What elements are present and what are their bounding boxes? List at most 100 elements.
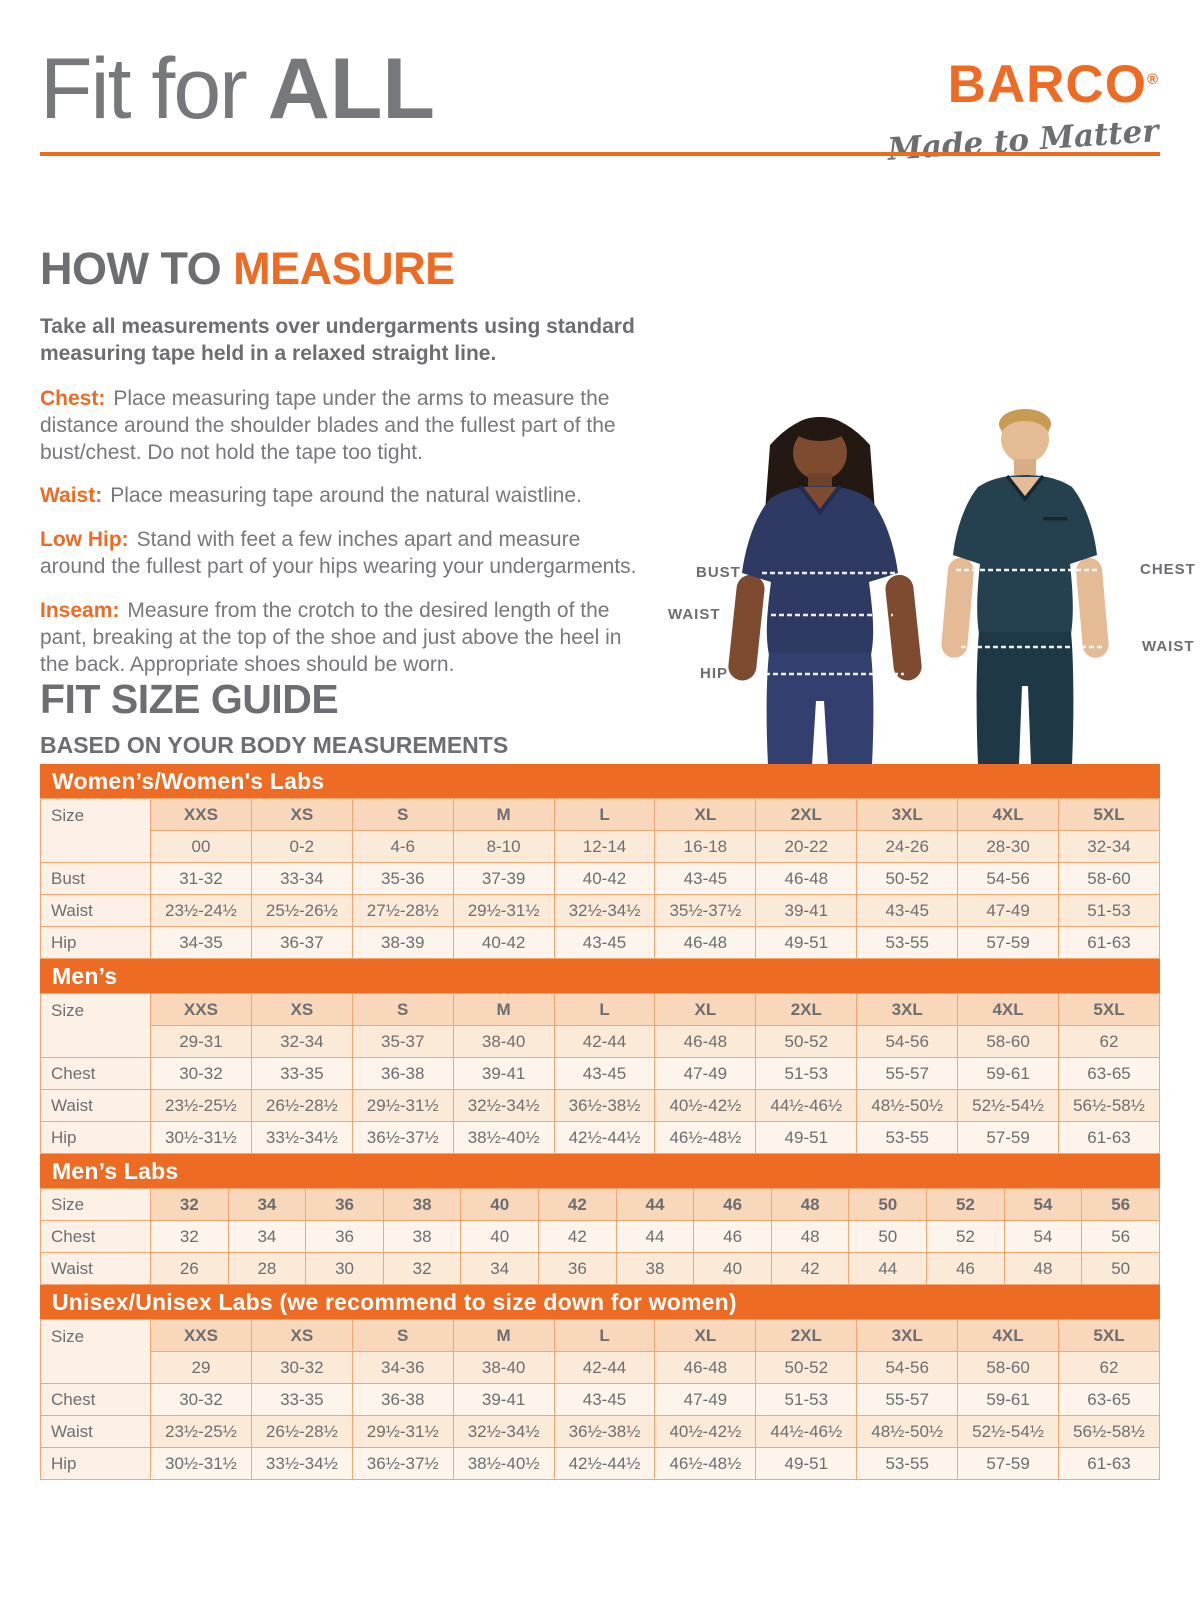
registered-mark: ® (1146, 71, 1158, 88)
measurement-value-cell: 48½-50½ (856, 1089, 959, 1122)
numeric-size-cell: 29-31 (150, 1025, 252, 1058)
column-header-cell: 4XL (957, 993, 1060, 1026)
measure-item-text: Place measuring tape around the natural … (110, 484, 582, 508)
column-header-cell: 4XL (957, 798, 1060, 831)
measurement-value-cell: 40 (693, 1252, 772, 1285)
measurement-value-cell: 63-65 (1058, 1383, 1160, 1416)
measurement-value-cell: 30-32 (150, 1057, 252, 1090)
column-header-cell: 2XL (755, 798, 858, 831)
measurement-value-cell: 46-48 (654, 926, 757, 959)
numeric-size-row: 29-31 32-34 35-37 38-40 42-44 46-48 50-52 54-56… (41, 1025, 1160, 1058)
measurement-value-cell: 49-51 (755, 926, 858, 959)
column-header-cell: 4XL (957, 1319, 1060, 1352)
measure-item-label: Inseam: (40, 599, 120, 622)
measurement-value-cell: 42 (770, 1252, 850, 1285)
size-table: Size 32 34 36 38 40 42 44 46 48 50 52 54 56 Chest 32 34 3… (40, 1188, 1160, 1285)
column-header-cell: 3XL (856, 798, 959, 831)
measurement-value-cell: 39-41 (755, 894, 858, 927)
measure-item-chest: Chest: Place measuring tape under the arm… (40, 386, 640, 467)
how-to-measure-heading: HOW TO MEASURE (40, 243, 640, 295)
measurement-value-cell: 57-59 (957, 926, 1060, 959)
measurement-value-cell: 36 (538, 1252, 617, 1285)
column-header-cell: 36 (305, 1188, 384, 1221)
measurement-value-cell: 52 (926, 1220, 1005, 1253)
numeric-size-row: 00 0-2 4-6 8-10 12-14 16-18 20-22 24-26 28-30 32-… (41, 830, 1160, 863)
numeric-size-cell: 46-48 (654, 1025, 757, 1058)
size-label-cell: Size (40, 798, 151, 863)
measurement-row: Waist 26 28 30 32 34 36 38 40 42 44 46 48 50 (40, 1252, 1160, 1285)
row-label-cell: Waist (40, 1415, 151, 1448)
measurement-value-cell: 61-63 (1058, 1447, 1160, 1480)
hip-label: HIP (700, 665, 729, 682)
measure-item-label: Chest: (40, 386, 106, 410)
numeric-size-cell: 4-6 (351, 830, 454, 863)
measurement-row: Bust 31-32 33-34 35-36 37-39 40-42 43-45 46-48 5… (40, 862, 1160, 895)
measurement-value-cell: 25½-26½ (250, 894, 353, 927)
numeric-size-cell: 28-30 (957, 830, 1060, 863)
measurement-value-cell: 44½-46½ (755, 1415, 858, 1448)
table-banner: Men’s (40, 959, 1160, 993)
measurement-value-cell: 50-52 (856, 862, 959, 895)
measurement-value-cell: 43-45 (553, 1383, 656, 1416)
measurement-value-cell: 29½-31½ (351, 1089, 454, 1122)
column-header-cell: S (351, 1319, 454, 1352)
numeric-size-cell: 42-44 (553, 1351, 656, 1384)
measurement-value-cell: 38 (615, 1252, 695, 1285)
measurement-value-cell: 38 (382, 1220, 462, 1253)
header-divider (40, 152, 1160, 156)
column-header-cell: S (351, 798, 454, 831)
row-label-cell: Bust (40, 862, 151, 895)
measurement-value-cell: 31-32 (150, 862, 252, 895)
column-header-cell: XL (654, 993, 757, 1026)
measurement-value-cell: 49-51 (755, 1447, 858, 1480)
column-header-cell: 3XL (856, 993, 959, 1026)
numeric-size-cell: 16-18 (654, 830, 757, 863)
measurement-value-cell: 54-56 (957, 862, 1060, 895)
measurement-value-cell: 32½-34½ (553, 894, 656, 927)
measure-intro: Take all measurements over undergarments… (40, 315, 635, 365)
measurement-value-cell: 46½-48½ (654, 1447, 757, 1480)
measurement-value-cell: 46 (693, 1220, 772, 1253)
size-label-cell: Size (40, 993, 151, 1058)
measurement-value-cell: 40-42 (452, 926, 555, 959)
measurement-value-cell: 44 (615, 1220, 695, 1253)
column-header-cell: 2XL (755, 1319, 858, 1352)
brand-tagline: Made to Matter (885, 113, 1160, 168)
column-header-cell: XXS (150, 798, 252, 831)
measurement-value-cell: 38-39 (351, 926, 454, 959)
measurement-value-cell: 61-63 (1058, 1121, 1160, 1154)
measurement-value-cell: 32½-34½ (452, 1089, 555, 1122)
column-header-cell: XS (250, 798, 353, 831)
numeric-size-cell: 12-14 (553, 830, 656, 863)
row-label-cell: Waist (40, 1252, 151, 1285)
size-tables: Women’s/Women's Labs Size XXS XS S M L XL 2XL 3XL… (40, 764, 1160, 1480)
measure-item-inseam: Inseam: Measure from the crotch to the de… (40, 598, 640, 679)
numeric-size-cell: 42-44 (553, 1025, 656, 1058)
female-model-figure (728, 417, 922, 765)
male-model-figure (941, 409, 1109, 765)
measurement-value-cell: 43-45 (856, 894, 959, 927)
measurement-value-cell: 59-61 (957, 1383, 1060, 1416)
measurement-value-cell: 56 (1081, 1220, 1160, 1253)
column-header-cell: L (553, 993, 656, 1026)
row-label-cell: Waist (40, 1089, 151, 1122)
column-header-cell: 5XL (1058, 1319, 1160, 1352)
column-header-cell: M (452, 993, 555, 1026)
column-header-cell: XXS (150, 993, 252, 1026)
models-illustration (728, 409, 1109, 765)
numeric-size-cell: 24-26 (856, 830, 959, 863)
female-waist-label: WAIST (668, 606, 721, 623)
measurement-value-cell: 54 (1003, 1220, 1083, 1253)
size-label-cell: Size (40, 1188, 151, 1221)
measurement-value-cell: 46½-48½ (654, 1121, 757, 1154)
measurement-value-cell: 26 (150, 1252, 229, 1285)
column-header-cell: 34 (227, 1188, 307, 1221)
brand-wordmark: BARCO (947, 55, 1147, 114)
measurement-value-cell: 53-55 (856, 1447, 959, 1480)
column-header-cell: M (452, 798, 555, 831)
numeric-size-cell: 50-52 (755, 1025, 858, 1058)
column-header-cell: 56 (1081, 1188, 1160, 1221)
measurement-value-cell: 43-45 (553, 926, 656, 959)
measurement-value-cell: 35½-37½ (654, 894, 757, 927)
